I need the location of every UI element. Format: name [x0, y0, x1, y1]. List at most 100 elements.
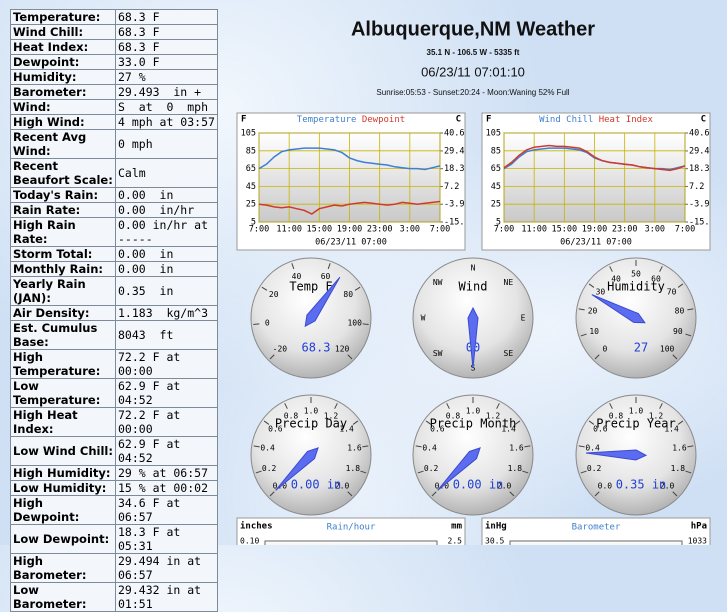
gauge-tick-label: 0.4 [260, 444, 275, 453]
gauge-tick-label: 20 [588, 307, 598, 316]
stat-label: Wind Chill: [10, 24, 116, 40]
gauge-tick [588, 420, 595, 425]
gauge-tick [261, 286, 268, 291]
legend-entry: Temperature [297, 115, 357, 125]
gauge-needle [591, 294, 646, 324]
stat-row: Low Humidity: 15 % at 00:02 [10, 480, 218, 496]
gauge-tick [291, 263, 295, 270]
gauge-tick-label: 100 [660, 345, 675, 354]
gauge-tick-label: 0.6 [593, 425, 608, 434]
gauge-tick [284, 403, 288, 409]
x-tick-label: 11:00 [521, 225, 547, 235]
gauge-tick [415, 445, 422, 448]
gauge-tick-label: 40 [292, 272, 302, 281]
y-tick-label: 45 [491, 182, 501, 192]
stat-row: Wind: S at 0 mph [10, 99, 218, 115]
gauge-tick-label: 70 [667, 288, 677, 297]
gauge-tick-label: 50 [631, 270, 641, 279]
y-tick-label: 105 [486, 129, 501, 139]
gauge-title: Precip Day [275, 417, 347, 431]
graphics: Albuquerque,NM Weather 35.1 N - 106.5 W … [236, 18, 711, 546]
y2-tick-label: -3.9 [444, 200, 464, 210]
page-title: Albuquerque,NM Weather [351, 18, 595, 40]
stat-label: Dewpoint: [10, 54, 116, 70]
gauge-tick-label: 40 [611, 274, 621, 283]
y2-tick-label: -15. [444, 218, 464, 228]
stat-row: Barometer: 29.493 in + [10, 84, 218, 100]
y2-tick-label: -15. [689, 218, 709, 228]
y-tick-label: 25 [491, 200, 501, 210]
x-tick-label: 15:00 [307, 225, 333, 235]
gauge-tick-label: 10 [589, 327, 599, 336]
gauge-tick-label: 30 [596, 288, 606, 297]
compass-label: SW [433, 349, 443, 358]
gauge-tick-label: 80 [343, 290, 353, 299]
y-tick-label: 0.10 [240, 537, 259, 546]
stat-row: Recent Beaufort Scale: Calm [10, 158, 218, 188]
legend: Temperature Dewpoint [297, 115, 405, 125]
gauge-tick-label: 1.6 [672, 444, 687, 453]
gauge-tick-label: 100 [347, 318, 362, 327]
gauge-tick-label: 90 [673, 327, 683, 336]
x-tick-label: 19:00 [582, 225, 608, 235]
gauge-tick [269, 491, 275, 497]
compass-label: NW [433, 278, 443, 287]
stat-row: High Rain Rate: 0.00 in/hr at ----- [10, 217, 218, 247]
x-tick-label: 19:00 [337, 225, 363, 235]
stat-value: 0.00 in [115, 187, 218, 203]
chart-title: Barometer [572, 523, 621, 533]
stat-label: Storm Total: [10, 246, 116, 262]
gauge-tick [334, 403, 338, 409]
gauge-tick-label: 0.2 [587, 464, 602, 473]
y-tick-label: 85 [246, 146, 256, 156]
gauge-tick [347, 354, 353, 360]
y-tick-label: 5 [496, 218, 501, 228]
left-unit: F [486, 115, 491, 125]
left-unit: inches [240, 521, 273, 532]
stat-row: Storm Total: 0.00 in [10, 246, 218, 262]
gauge-tick [687, 445, 694, 448]
stat-row: Dewpoint: 33.0 F [10, 54, 218, 70]
x-tick-label: 7:00 [430, 225, 450, 235]
stat-label: Low Temperature: [10, 378, 116, 408]
gauge-value: 0.35 in [616, 478, 667, 492]
legend-entry: Heat Index [599, 115, 654, 125]
stat-label: Yearly Rain (JAN): [10, 276, 116, 306]
stat-row: Low Temperature: 62.9 F at 04:52 [10, 378, 218, 408]
astro: Sunrise:05:53 - Sunset:20:24 - Moon:Wani… [376, 88, 569, 97]
caption: 06/23/11 07:00 [315, 238, 387, 248]
y2-tick-label: 2.5 [448, 537, 463, 546]
gauge-tick [677, 420, 684, 425]
right-unit: C [456, 115, 461, 125]
x-tick-label: 7:00 [675, 225, 695, 235]
gauge-tick [609, 266, 613, 272]
gauge-tick-label: -20 [273, 345, 288, 354]
legend: Wind Chill Heat Index [539, 115, 653, 125]
gauge-tick [269, 354, 275, 360]
gauge-title: Wind [459, 280, 488, 294]
y2-tick-label: 18.3 [444, 164, 464, 174]
gauge-tick [659, 266, 663, 272]
stat-row: Low Barometer: 29.432 in at 01:51 [10, 582, 218, 612]
gauge-tick [263, 420, 270, 425]
left-unit: inHg [485, 521, 507, 532]
gauge-tick-label: 1.8 [508, 464, 523, 473]
gauge-title: Precip Year [596, 417, 675, 431]
gauge-needle [275, 447, 319, 491]
stat-value: 29 % at 06:57 [115, 465, 218, 481]
gauge-tick [687, 308, 694, 311]
gauge-value: 0.00 in [453, 478, 504, 492]
gauge-tick-label: 120 [335, 345, 350, 354]
y2-tick-label: 18.3 [689, 164, 709, 174]
y-tick-label: 105 [241, 129, 256, 139]
stat-label: High Barometer: [10, 553, 116, 583]
y-tick-label: 25 [246, 200, 256, 210]
stat-label: Low Wind Chill: [10, 436, 116, 466]
stat-value: 1.183 kg/m^3 [115, 305, 218, 321]
gauge-tick [417, 470, 424, 474]
stat-label: Recent Beaufort Scale: [10, 158, 116, 188]
gauge-tick-label: 1.8 [671, 464, 686, 473]
stat-value: 15 % at 00:02 [115, 480, 218, 496]
x-tick-label: 3:00 [645, 225, 665, 235]
stat-value: Calm [115, 158, 218, 188]
